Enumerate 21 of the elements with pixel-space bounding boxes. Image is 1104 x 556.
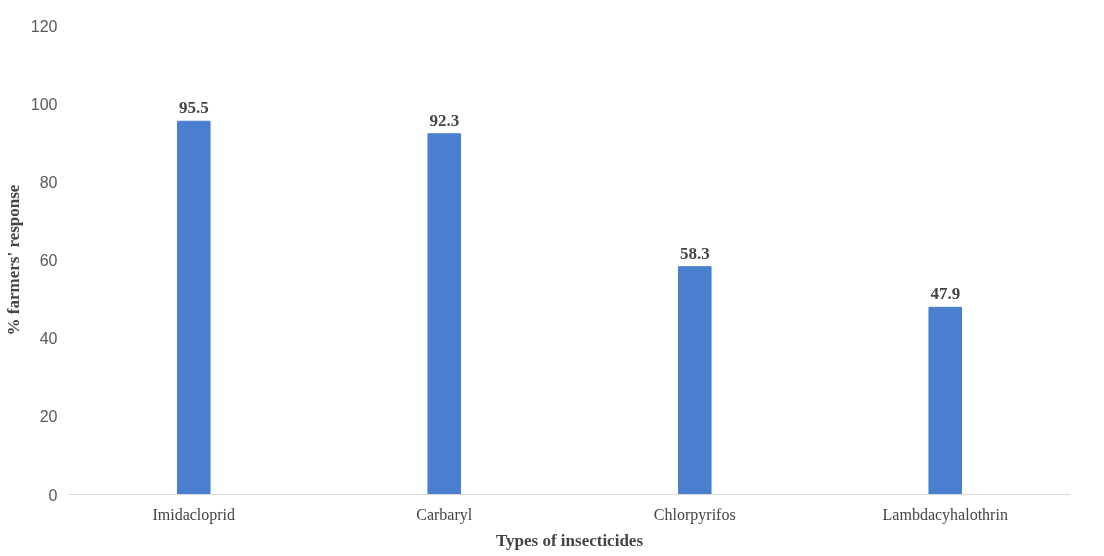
data-label: 95.5 <box>178 98 209 118</box>
y-tick-label: 100 <box>30 95 58 113</box>
bar <box>677 266 712 495</box>
y-tick-label: 60 <box>39 252 58 269</box>
data-label: 92.3 <box>429 110 460 130</box>
y-tick-label: 80 <box>39 173 58 191</box>
data-label: 47.9 <box>930 284 961 304</box>
y-tick-label: 40 <box>39 330 58 348</box>
y-tick-label: 120 <box>30 17 58 35</box>
x-tick-label: Chlorpyrifos <box>653 505 736 524</box>
x-tick-label: Imidacloprid <box>152 505 236 524</box>
x-tick-label: Carbaryl <box>416 505 473 524</box>
x-tick-label: Lambdacyhalothrin <box>882 505 1008 524</box>
data-label: 58.3 <box>679 243 710 263</box>
bar <box>427 133 462 495</box>
y-axis-title: % farmers' response <box>3 184 23 336</box>
bar <box>176 120 211 495</box>
y-tick-label: 20 <box>39 408 58 426</box>
x-axis-title: Types of insecticides <box>496 530 644 550</box>
y-tick-label: 0 <box>48 486 58 504</box>
bar <box>928 306 963 495</box>
